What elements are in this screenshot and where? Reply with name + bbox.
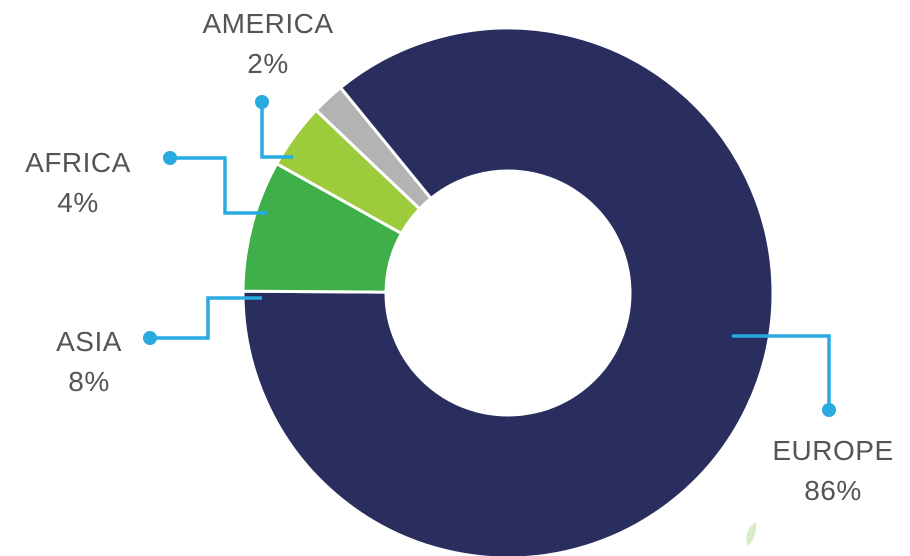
leader-lines <box>143 95 836 417</box>
leader-line-europe <box>732 334 831 410</box>
label-europe-value: 86% <box>804 475 862 506</box>
leader-dot-asia <box>143 331 157 345</box>
leader-dot-africa <box>163 151 177 165</box>
label-asia-name: ASIA <box>56 326 122 357</box>
slice-europe <box>241 26 775 556</box>
label-america-name: AMERICA <box>202 8 333 39</box>
label-africa-value: 4% <box>57 187 98 218</box>
leader-line-africa <box>170 156 267 215</box>
slice-america <box>313 85 433 211</box>
label-asia-value: 8% <box>68 366 109 397</box>
label-africa-name: AFRICA <box>25 147 131 178</box>
label-europe-name: EUROPE <box>772 435 893 466</box>
leader-dot-europe <box>822 403 836 417</box>
leader-line-america <box>260 102 293 159</box>
leader-dot-america <box>255 95 269 109</box>
leaf-icon <box>746 522 757 546</box>
label-america-value: 2% <box>247 48 288 79</box>
slice-labels: AMERICA 2% AFRICA 4% ASIA 8% EUROPE 86% <box>25 8 893 506</box>
leader-line-asia <box>150 296 262 340</box>
donut-slices <box>241 26 775 556</box>
